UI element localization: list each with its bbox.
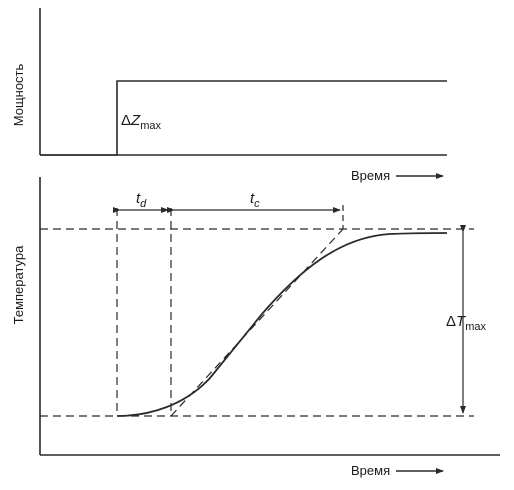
power-panel: Мощность ΔZmax Время bbox=[11, 8, 447, 183]
power-x-label: Время bbox=[351, 168, 390, 183]
dead-time-label: td bbox=[136, 190, 147, 210]
power-y-label: Мощность bbox=[11, 64, 26, 127]
temperature-panel: td tc ΔTmax Температура Время bbox=[11, 177, 500, 478]
temperature-response-curve bbox=[116, 232, 448, 417]
step-size-label: ΔZmax bbox=[121, 112, 161, 132]
time-constant-label: tc bbox=[250, 190, 260, 210]
temp-y-label: Температура bbox=[11, 245, 26, 325]
power-step-line bbox=[40, 80, 447, 156]
temp-x-label: Время bbox=[351, 463, 390, 478]
delta-t-label: ΔTmax bbox=[446, 313, 486, 333]
inflection-tangent-dashed bbox=[170, 228, 344, 417]
